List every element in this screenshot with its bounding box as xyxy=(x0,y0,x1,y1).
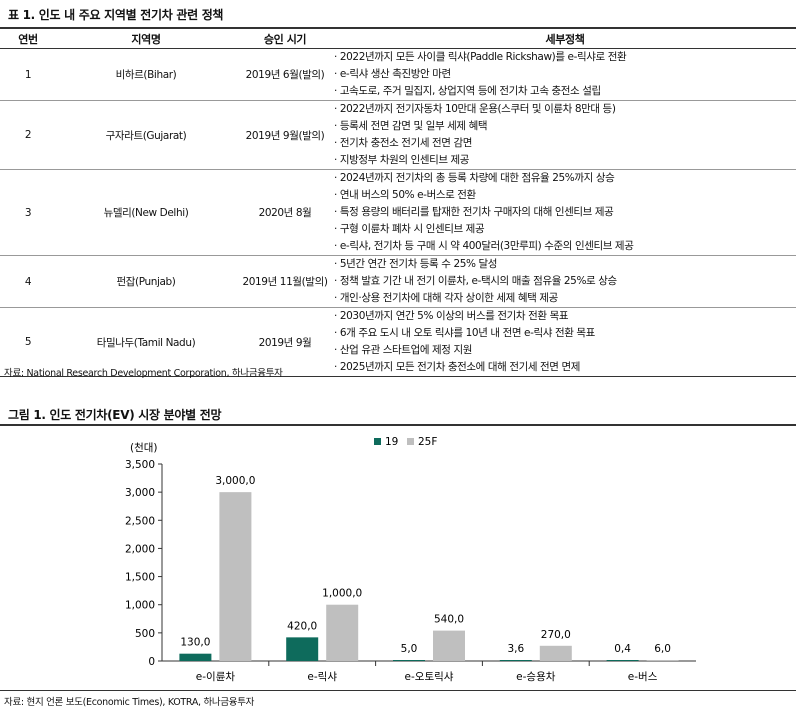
policy-item: · 2025년까지 모든 전기차 충전소에 대해 전기세 전면 면제 xyxy=(334,361,581,373)
data-label: 0,4 xyxy=(614,643,631,655)
y-tick-label: 1,500 xyxy=(125,572,155,584)
y-tick-label: 3,500 xyxy=(125,459,155,471)
bar-series-19 xyxy=(499,660,532,661)
x-tick-label: e-이륜차 xyxy=(196,671,236,683)
row-region: 비하르(Bihar) xyxy=(56,48,236,101)
y-tick-label: 2,500 xyxy=(125,515,155,527)
y-tick-label: 3,000 xyxy=(125,487,155,499)
bar-series-25f xyxy=(646,660,679,661)
policy-item: · 전기차 충전소 전기세 전면 감면 xyxy=(334,137,473,149)
table-source: 자료: National Research Development Corpor… xyxy=(4,368,283,379)
bar-series-19 xyxy=(606,660,639,661)
y-tick-label: 2,000 xyxy=(125,543,155,555)
row-number: 2 xyxy=(0,100,56,170)
y-tick-label: 0 xyxy=(148,656,155,668)
row-policies: · 5년간 연간 전기차 등록 수 25% 달성 · 정책 발효 기간 내 전기 … xyxy=(334,255,796,308)
policy-item: · 정책 발효 기간 내 전기 이륜차, e-택시의 매출 점유율 25%로 상… xyxy=(334,275,617,287)
row-policies: · 2022년까지 전기자동차 10만대 운용(스쿠터 및 이륜차 8만대 등)… xyxy=(334,100,796,170)
row-date: 2020년 8월 xyxy=(236,169,334,256)
x-tick-label: e-릭샤 xyxy=(307,671,337,683)
policy-item: · 구형 이륜차 폐차 시 인센티브 제공 xyxy=(334,223,485,235)
policy-item: · e-릭샤 생산 촉진방안 마련 xyxy=(334,68,451,80)
policy-item: · 2022년까지 모든 사이클 릭샤(Paddle Rickshaw)를 e-… xyxy=(334,51,627,63)
figure-title: 그림 1. 인도 전기차(EV) 시장 분야별 전망 xyxy=(8,408,222,422)
policy-item: · 개인·상용 전기차에 대해 각자 상이한 세제 혜택 제공 xyxy=(334,292,558,304)
policy-item: · 6개 주요 도시 내 오토 릭샤를 10년 내 전면 e-릭샤 전환 목표 xyxy=(334,327,595,339)
row-region: 구자라트(Gujarat) xyxy=(56,100,236,170)
row-number: 1 xyxy=(0,48,56,101)
data-label: 3,000,0 xyxy=(215,475,255,487)
bar-series-19 xyxy=(393,660,425,661)
header-region: 지역명 xyxy=(56,27,236,49)
policy-item: · 연내 버스의 50% e-버스로 전환 xyxy=(334,189,476,201)
figure-bottom-rule xyxy=(0,690,796,691)
policy-item: · 산업 유관 스타트업에 제정 지원 xyxy=(334,344,473,356)
data-label: 420,0 xyxy=(287,620,317,632)
row-region: 펀잡(Punjab) xyxy=(56,255,236,308)
row-date: 2019년 9월(발의) xyxy=(236,100,334,170)
row-number: 5 xyxy=(0,307,56,377)
row-region: 타밀나두(Tamil Nadu) xyxy=(56,307,236,377)
data-label: 270,0 xyxy=(541,629,571,641)
policy-item: · 2022년까지 전기자동차 10만대 운용(스쿠터 및 이륜차 8만대 등) xyxy=(334,103,616,115)
policy-item: · 2024년까지 전기차의 총 등록 차량에 대한 점유율 25%까지 상승 xyxy=(334,172,615,184)
figure-source: 자료: 현지 언론 보도(Economic Times), KOTRA, 하나금… xyxy=(4,697,255,708)
data-label: 5,0 xyxy=(401,643,418,655)
header-policy: 세부정책 xyxy=(334,27,796,49)
bar-series-25f xyxy=(219,492,252,661)
row-number: 4 xyxy=(0,255,56,308)
policy-item: · 지방정부 차원의 인센티브 제공 xyxy=(334,154,470,166)
table-row: 4 펀잡(Punjab) 2019년 11월(발의) · 5년간 연간 전기차 등록 … xyxy=(0,255,796,308)
header-date: 승인 시기 xyxy=(236,27,334,49)
legend-entry: 25F xyxy=(418,436,437,448)
x-tick-label: e-오토릭샤 xyxy=(405,671,454,683)
bar-chart: (천대) 0 500 1,000 1,500 2,000 2,500 3,000 3,500 13… xyxy=(125,436,696,683)
data-label: 540,0 xyxy=(434,614,464,626)
bar-series-25f xyxy=(433,630,465,661)
legend-swatch xyxy=(407,438,414,445)
x-tick-label: e-버스 xyxy=(628,671,658,683)
y-unit-label: (천대) xyxy=(130,442,158,454)
row-date: 2019년 9월 xyxy=(236,307,334,377)
x-tick-label: e-승용차 xyxy=(516,671,556,683)
bar-series-25f xyxy=(539,645,572,661)
bar-series-19 xyxy=(179,653,212,661)
policy-item: · 2030년까지 연간 5% 이상의 버스를 전기차 전환 목표 xyxy=(334,310,569,322)
policy-item: · 고속도로, 주거 밀집지, 상업지역 등에 전기차 고속 충전소 설립 xyxy=(334,85,601,97)
policy-item: · 등록세 전면 감면 및 일부 세제 혜택 xyxy=(334,120,488,132)
row-policies: · 2024년까지 전기차의 총 등록 차량에 대한 점유율 25%까지 상승 ·… xyxy=(334,169,796,256)
header-no: 연번 xyxy=(0,27,56,49)
data-label: 6,0 xyxy=(654,643,671,655)
policy-item: · e-릭샤, 전기차 등 구매 시 약 400달러(3만루피) 수준의 인센티… xyxy=(334,240,634,252)
table-row: 1 비하르(Bihar) 2019년 6월(발의) · 2022년까지 모든 사이클 … xyxy=(0,48,796,101)
figure-top-rule xyxy=(0,424,796,426)
policy-item: · 5년간 연간 전기차 등록 수 25% 달성 xyxy=(334,258,498,270)
row-policies: · 2030년까지 연간 5% 이상의 버스를 전기차 전환 목표 · 6개 주요… xyxy=(334,307,796,377)
row-date: 2019년 11월(발의) xyxy=(236,255,334,308)
y-tick-label: 500 xyxy=(135,628,155,640)
data-label: 130,0 xyxy=(180,637,210,649)
y-tick-label: 1,000 xyxy=(125,600,155,612)
table-row: 2 구자라트(Gujarat) 2019년 9월(발의) · 2022년까지 전기자동… xyxy=(0,100,796,170)
table-header-row: 연번 지역명 승인 시기 세부정책 xyxy=(0,27,796,49)
data-label: 3,6 xyxy=(507,643,524,655)
row-policies: · 2022년까지 모든 사이클 릭샤(Paddle Rickshaw)를 e-… xyxy=(334,48,796,101)
row-date: 2019년 6월(발의) xyxy=(236,48,334,101)
table-title: 표 1. 인도 내 주요 지역별 전기차 관련 정책 xyxy=(8,8,224,22)
legend-swatch xyxy=(374,438,381,445)
policy-table: 연번 지역명 승인 시기 세부정책 1 비하르(Bihar) 2019년 6월(발의… xyxy=(0,27,796,377)
table-row: 3 뉴델리(New Delhi) 2020년 8월 · 2024년까지 전기차의 총 … xyxy=(0,169,796,256)
bar-series-19 xyxy=(286,637,319,661)
row-number: 3 xyxy=(0,169,56,256)
data-label: 1,000,0 xyxy=(322,588,362,600)
policy-item: · 특정 용량의 배터리를 탑재한 전기차 구매자의 대해 인센티브 제공 xyxy=(334,206,614,218)
legend-entry: 19 xyxy=(385,436,398,448)
row-region: 뉴델리(New Delhi) xyxy=(56,169,236,256)
table-row: 5 타밀나두(Tamil Nadu) 2019년 9월 · 2030년까지 연간 5%… xyxy=(0,307,796,377)
bar-series-25f xyxy=(326,604,359,661)
